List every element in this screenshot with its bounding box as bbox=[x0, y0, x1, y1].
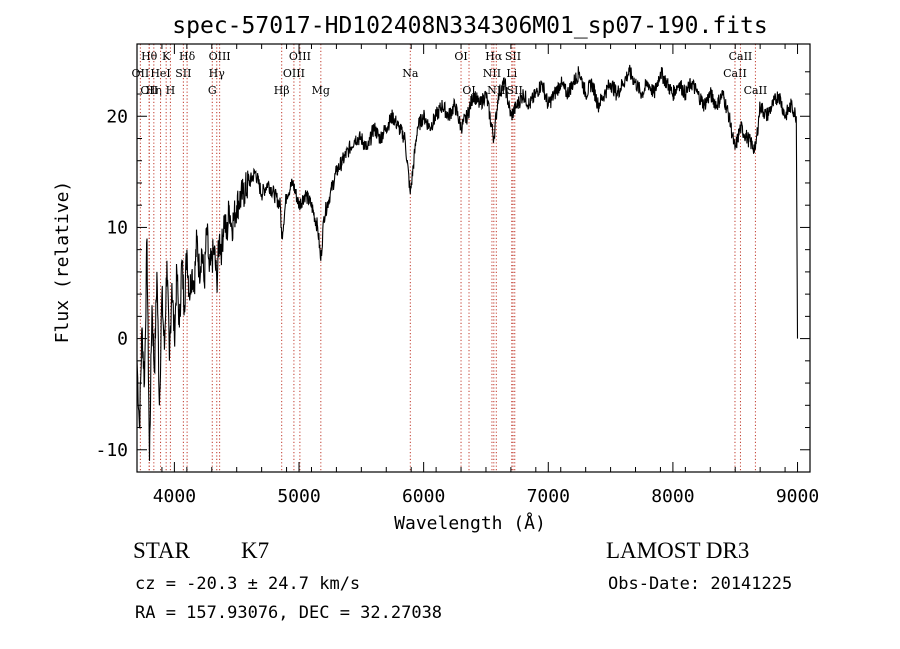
line-mark-label: NII bbox=[483, 67, 501, 80]
line-mark-label: HeI bbox=[150, 67, 170, 80]
obs-date: Obs-Date: 20141225 bbox=[608, 574, 793, 594]
redshift-value: cz = -20.3 ± 24.7 km/s bbox=[135, 574, 361, 594]
line-mark-label: CaII bbox=[723, 67, 747, 80]
object-subclass: K7 bbox=[241, 538, 270, 563]
line-mark-label: OII bbox=[140, 84, 158, 97]
line-mark-label: Li bbox=[506, 67, 517, 80]
line-mark-label: OII bbox=[132, 67, 150, 80]
y-axis-label: Flux (relative) bbox=[52, 181, 73, 344]
line-mark-label: SII bbox=[505, 50, 521, 63]
line-mark-label: OIII bbox=[283, 67, 305, 80]
line-mark-label: SII bbox=[507, 84, 523, 97]
line-mark-label: CaII bbox=[729, 50, 753, 63]
line-mark-label: Mg bbox=[312, 84, 330, 97]
line-mark-label: K bbox=[162, 50, 171, 63]
survey-name: LAMOST DR3 bbox=[606, 538, 750, 563]
x-tick-label: 8000 bbox=[651, 486, 694, 507]
line-mark-label: OIII bbox=[209, 50, 231, 63]
line-mark-label: Hη bbox=[146, 84, 162, 97]
flux-series-line bbox=[136, 64, 799, 461]
y-tick-label: 20 bbox=[106, 106, 128, 127]
line-mark-label: SII bbox=[175, 67, 191, 80]
object-class: STAR bbox=[133, 538, 190, 563]
x-tick-label: 4000 bbox=[153, 486, 196, 507]
line-mark-label: G bbox=[208, 84, 217, 97]
x-axis-label: Wavelength (Å) bbox=[394, 512, 546, 534]
chart-title: spec-57017-HD102408N334306M01_sp07-190.f… bbox=[172, 13, 767, 39]
line-mark-label: Hγ bbox=[209, 67, 226, 80]
y-tick-label: -10 bbox=[95, 440, 128, 461]
plot-frame bbox=[136, 43, 811, 473]
x-tick-label: 5000 bbox=[277, 486, 320, 507]
line-mark-label: CaII bbox=[744, 84, 768, 97]
line-mark-label: OI bbox=[462, 84, 475, 97]
line-mark-label: OIII bbox=[289, 50, 311, 63]
axis-ticks: 4000 5000 6000 7000 8000 9000 -10 0 10 20 bbox=[95, 44, 819, 507]
line-mark-label: Hα bbox=[485, 50, 503, 63]
x-tick-label: 7000 bbox=[527, 486, 570, 507]
x-tick-label: 6000 bbox=[402, 486, 445, 507]
line-mark-label: Na bbox=[402, 67, 419, 80]
y-tick-label: 0 bbox=[117, 329, 128, 350]
y-tick-label: 10 bbox=[106, 217, 128, 238]
line-mark-label: H bbox=[166, 84, 176, 97]
coordinates: RA = 157.93076, DEC = 32.27038 bbox=[135, 603, 443, 623]
line-mark-label: OI bbox=[454, 50, 467, 63]
line-mark-label: Hδ bbox=[179, 50, 196, 63]
line-mark-label: Hβ bbox=[274, 84, 290, 97]
line-mark-label: Hθ bbox=[141, 50, 158, 63]
x-tick-label: 9000 bbox=[776, 486, 819, 507]
